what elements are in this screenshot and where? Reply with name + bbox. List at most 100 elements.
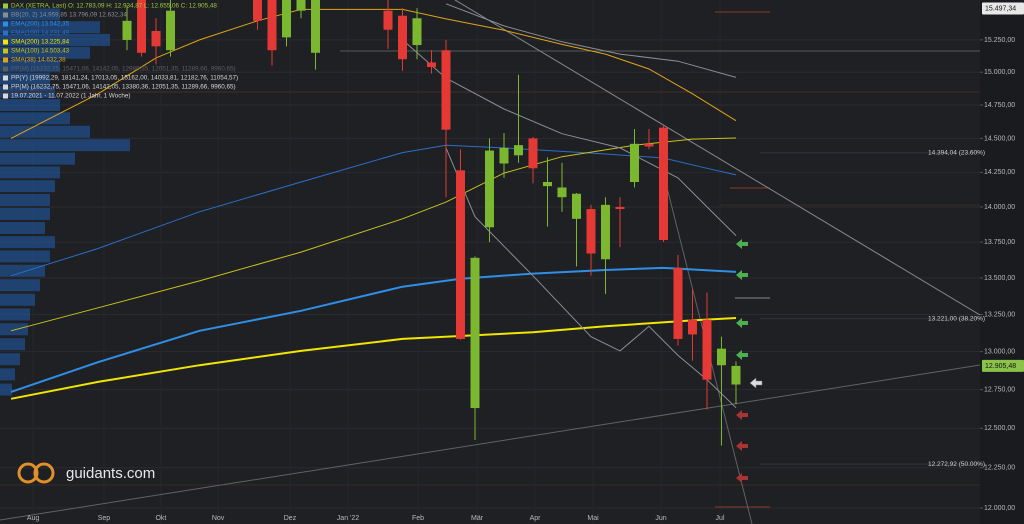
legend-swatch: [3, 39, 8, 45]
candle-body: [441, 50, 451, 130]
volume-bar: [0, 112, 70, 125]
price-label-box: [982, 2, 1024, 15]
candle-body: [716, 348, 726, 366]
x-tick-label: Jul: [716, 515, 725, 522]
legend-entry: EMA(100) 14.231,49: [11, 30, 70, 37]
legend-entry: 19.07.2021 - 11.07.2022 (1 Jahr, 1 Woche…: [11, 93, 131, 100]
indicator-line: [402, 39, 737, 236]
candle-body: [166, 10, 176, 51]
candle-body: [311, 0, 321, 53]
volume-bar: [0, 221, 45, 234]
volume-bar: [0, 59, 60, 72]
x-tick-label: Dez: [284, 515, 297, 522]
y-tick-label: 13.250,00: [984, 311, 1015, 318]
fib-label: 12.272,92 (50.00%): [928, 461, 985, 468]
x-tick-label: Mär: [471, 515, 484, 522]
indicator-line: [10, 266, 737, 393]
candle-body: [513, 145, 523, 156]
legend: DAX (XETRA, Last) O: 12.783,09 H: 12.934…: [3, 3, 238, 100]
indicator-line: [445, 147, 737, 409]
volume-bar: [0, 323, 28, 336]
legend-entry: PP(M) (16232,75, 15471,06, 14142,05, 133…: [11, 84, 236, 91]
candle-body: [267, 0, 277, 51]
volume-bar: [0, 207, 50, 220]
axes: 15.250,00 15.000,00 14.750,00 14.500,00 14.2…: [27, 2, 1024, 522]
arrow: [736, 350, 748, 360]
legend-entry: BB(20, 2) 14.959,85 13.796,09 12.632,34: [11, 12, 127, 19]
axis-background: [980, 0, 1024, 524]
volume-bar: [0, 46, 90, 59]
candle-body: [484, 150, 494, 228]
candle-body: [615, 206, 625, 210]
watermark-text: guidants.com: [66, 465, 155, 482]
legend-swatch: [3, 30, 8, 36]
indicator-line: [10, 8, 737, 139]
indicator-line: [10, 137, 737, 332]
price-label: 15.497,34: [985, 5, 1016, 12]
candle-body: [253, 0, 263, 21]
legend-swatch: [3, 84, 8, 90]
y-tick-label: 14.750,00: [984, 102, 1015, 109]
volume-bar: [0, 193, 50, 206]
legend-entry: DAX (XETRA, Last) O: 12.783,09 H: 12.934…: [11, 3, 217, 10]
legend-entry: SMA(100) 14.503,43: [11, 48, 70, 55]
y-tick-label: 15.000,00: [984, 69, 1015, 76]
price-label-box: [982, 359, 1024, 372]
fib-levels: 14.394,04 (23.60%) 13.221,00 (38.20%) 12.2…: [760, 149, 985, 468]
candle-body: [383, 10, 393, 30]
volume-profile: [0, 8, 130, 396]
volume-bar: [0, 308, 30, 321]
candle-body: [557, 187, 567, 198]
candle-body: [731, 365, 741, 385]
volume-bar: [0, 166, 60, 179]
legend-swatch: [3, 57, 8, 63]
x-tick-label: Sep: [98, 515, 111, 522]
arrow: [736, 441, 748, 451]
logo: [33, 462, 55, 484]
y-tick-label: 14.250,00: [984, 169, 1015, 176]
y-tick-label: 13.500,00: [984, 275, 1015, 282]
x-tick-label: Apr: [530, 515, 542, 522]
trend-line: [0, 364, 981, 521]
candle-body: [151, 30, 161, 47]
legend-swatch: [3, 3, 8, 9]
candle-body: [571, 193, 581, 219]
volume-bar: [0, 99, 60, 112]
x-tick-label: Jan '22: [337, 515, 359, 522]
volume-bar: [0, 368, 15, 381]
indicator-line: [445, 3, 737, 78]
y-tick-label: 13.000,00: [984, 349, 1015, 356]
volume-bar: [0, 353, 20, 366]
candle-body: [629, 143, 639, 182]
candle-body: [137, 0, 147, 53]
logo: [17, 462, 39, 484]
arrow: [736, 410, 748, 420]
fib-label: 14.394,04 (23.60%): [928, 149, 985, 156]
y-tick-label: 12.000,00: [984, 505, 1015, 512]
x-tick-label: Aug: [27, 515, 40, 522]
candle-body: [528, 138, 538, 169]
legend-entry: PP(Y) (19992,29, 18141,24, 17013,05, 151…: [11, 75, 238, 82]
y-tick-label: 14.000,00: [984, 204, 1015, 211]
candle-body: [412, 18, 422, 46]
candle-body: [702, 319, 712, 380]
volume-bar: [0, 125, 90, 138]
candle-body: [542, 181, 552, 187]
arrow: [736, 270, 748, 280]
candle-body: [687, 319, 697, 335]
volume-bar: [0, 72, 50, 85]
volume-bar: [0, 33, 110, 46]
legend-entry: SMA(200) 13.225,84: [11, 39, 70, 46]
signal-arrows: [736, 239, 763, 483]
candle-body: [600, 204, 610, 260]
legend-entry: SMA(38) 14.632,38: [11, 57, 66, 64]
legend-swatch: [3, 75, 8, 81]
volume-bar: [0, 8, 60, 21]
candles: [122, 0, 741, 446]
plot-background: [0, 0, 980, 524]
volume-bar: [0, 236, 55, 249]
x-tick-label: Okt: [155, 515, 166, 522]
y-tick-label: 12.500,00: [984, 425, 1015, 432]
